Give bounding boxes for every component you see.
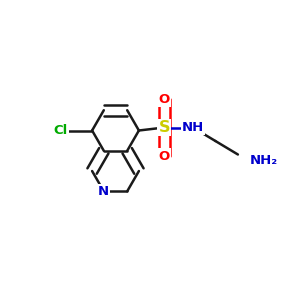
Text: N: N bbox=[98, 185, 110, 198]
Text: NH: NH bbox=[182, 121, 204, 134]
Text: O: O bbox=[159, 92, 170, 106]
Text: NH₂: NH₂ bbox=[250, 154, 278, 167]
Text: S: S bbox=[159, 120, 170, 135]
Text: O: O bbox=[159, 149, 170, 163]
Text: Cl: Cl bbox=[53, 124, 68, 137]
